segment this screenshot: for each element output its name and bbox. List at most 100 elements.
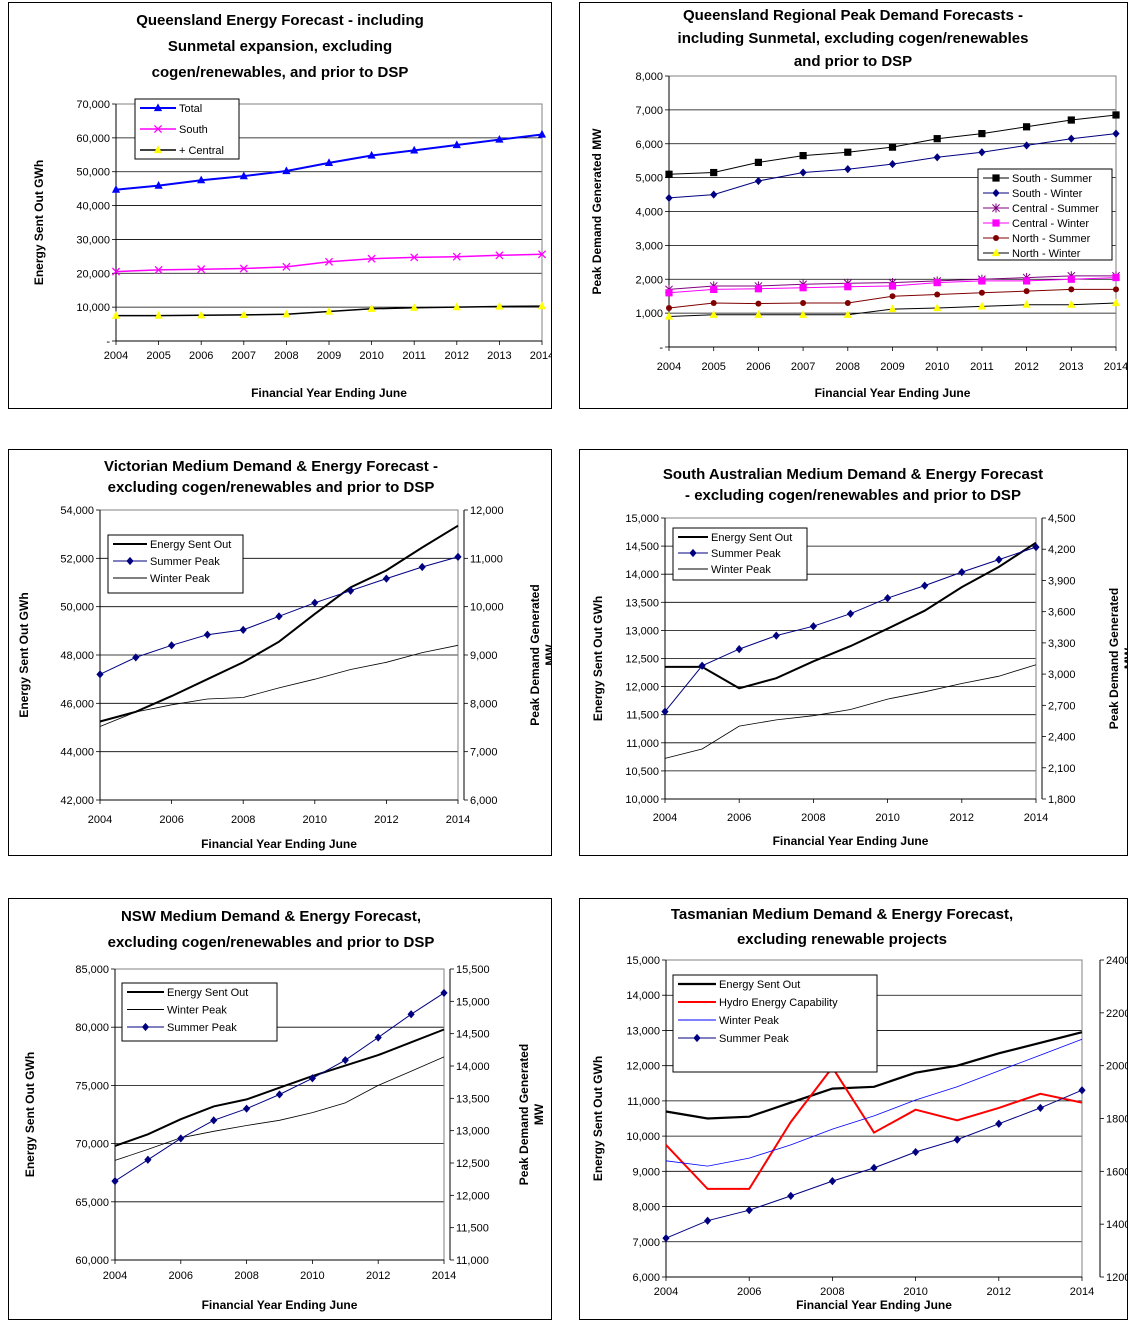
data-point	[452, 252, 461, 261]
data-point	[978, 277, 986, 285]
data-point	[921, 581, 929, 590]
data-point	[1023, 141, 1031, 150]
chart-title: excluding renewable projects	[737, 931, 947, 948]
x-tick-label: 2012	[374, 814, 398, 826]
legend-marker	[153, 124, 163, 134]
series-winter-peak	[664, 664, 1037, 759]
chart-title: South Australian Medium Demand & Energy …	[663, 466, 1043, 483]
data-point	[367, 304, 376, 312]
x-axis-label: Financial Year Ending June	[796, 1298, 952, 1312]
x-tick-label: 2005	[701, 361, 725, 373]
y2-tick-label: 2200	[1106, 1008, 1127, 1020]
series-line-energy-sent-out	[665, 1031, 1083, 1120]
y-tick-label: 8,000	[635, 71, 663, 83]
y2-axis-label-line: MW	[543, 644, 551, 666]
legend: Energy Sent Out Hydro Energy Capability Wi…	[672, 974, 878, 1073]
data-point	[418, 562, 426, 572]
x-tick-label: 2004	[103, 1270, 127, 1282]
series-north-summer	[666, 286, 1119, 312]
y-tick-label: 60,000	[75, 1255, 109, 1267]
legend-label: + Central	[179, 145, 224, 157]
data-point	[96, 670, 104, 679]
x-tick-label: 2014	[1104, 361, 1127, 373]
y-axis-label: Energy Sent Out GWh	[591, 596, 605, 721]
y-tick-label: 48,000	[60, 650, 94, 662]
data-point	[144, 1155, 152, 1164]
data-point	[934, 291, 941, 298]
y2-tick-label: 2,400	[1048, 732, 1076, 744]
chart-title: excluding cogen/renewables and prior to …	[108, 479, 435, 496]
data-point	[168, 641, 176, 650]
x-tick-label: 2006	[159, 814, 183, 826]
data-point	[978, 129, 986, 138]
y2-axis-label: Peak Demand Generated MW	[517, 1044, 546, 1185]
y2-tick-label: 11,000	[456, 1255, 489, 1267]
queensland-peak-demand-chart: Queensland Regional Peak Demand Forecast…	[579, 2, 1128, 409]
x-axis-label: Financial Year Ending June	[202, 1298, 358, 1312]
data-point	[754, 158, 762, 166]
data-point	[347, 586, 355, 595]
y2-tick-label: 3,300	[1048, 638, 1076, 650]
data-point	[324, 306, 334, 315]
data-point	[324, 158, 334, 167]
data-point	[870, 1163, 878, 1172]
legend: Energy Sent Out Summer Peak Winter Peak	[107, 534, 244, 594]
data-point	[382, 574, 390, 583]
data-point	[709, 310, 718, 318]
nsw-forecast-chart: NSW Medium Demand & Energy Forecast, excl…	[8, 898, 552, 1320]
chart-title: - excluding cogen/renewables and prior t…	[685, 487, 1021, 504]
data-point	[239, 625, 247, 634]
series-line-hydro-energy-capability	[665, 1065, 1083, 1190]
data-point	[666, 305, 672, 312]
data-point	[745, 1206, 753, 1215]
data-point	[844, 283, 852, 291]
data-point	[933, 279, 941, 287]
data-point	[754, 310, 763, 318]
data-point	[111, 267, 121, 276]
data-point	[154, 265, 163, 274]
y-tick-label: 11,000	[626, 738, 659, 750]
y2-tick-label: 1,800	[1048, 794, 1076, 806]
x-tick-label: 2009	[317, 350, 341, 362]
chart-title: Queensland Energy Forecast - including	[136, 12, 424, 29]
y-tick-label: 13,000	[626, 1025, 660, 1037]
y2-tick-label: 2,100	[1048, 763, 1076, 775]
data-point	[755, 300, 762, 307]
y-tick-label: 7,000	[632, 1237, 660, 1249]
y2-tick-label: 2000	[1106, 1061, 1127, 1073]
x-tick-label: 2014	[1024, 812, 1048, 824]
y2-axis-label: Peak Demand Generated MW	[1107, 588, 1127, 729]
x-tick-label: 2010	[925, 361, 949, 373]
data-point	[754, 285, 762, 293]
legend-marker	[993, 235, 999, 241]
x-tick-label: 2007	[791, 361, 815, 373]
y2-axis-label-line: Peak Demand Generated	[528, 584, 542, 725]
x-tick-label: 2006	[737, 1286, 761, 1298]
x-tick-label: 2006	[727, 812, 751, 824]
x-tick-label: 2012	[445, 350, 469, 362]
series-line-energy-sent-out	[114, 1028, 445, 1147]
data-point	[799, 310, 808, 318]
y-tick-label: 10,000	[625, 794, 659, 806]
legend-marker	[992, 203, 1000, 213]
y-tick-label: 42,000	[60, 795, 94, 807]
series-winter-peak	[114, 1056, 445, 1161]
legend-label: Energy Sent Out	[719, 979, 800, 991]
legend-label: Winter Peak	[719, 1015, 779, 1027]
y2-tick-label: 10,000	[470, 602, 504, 614]
x-tick-label: 2014	[446, 814, 470, 826]
y-tick-label: 50,000	[76, 167, 110, 179]
y-tick-label: 44,000	[60, 747, 94, 759]
legend-label: Summer Peak	[719, 1033, 789, 1045]
chart-title: including Sunmetal, excluding cogen/rene…	[678, 30, 1029, 47]
legend-label: South - Summer	[1012, 173, 1092, 185]
y2-tick-label: 1600	[1106, 1166, 1127, 1178]
legend-box	[977, 168, 1113, 261]
y2-tick-label: 2,700	[1048, 700, 1076, 712]
x-tick-label: 2008	[836, 361, 860, 373]
data-point	[367, 150, 376, 159]
data-point	[799, 168, 807, 177]
y-tick-label: 54,000	[60, 505, 94, 517]
series-winter-peak	[99, 644, 459, 727]
x-tick-label: 2014	[530, 350, 551, 362]
